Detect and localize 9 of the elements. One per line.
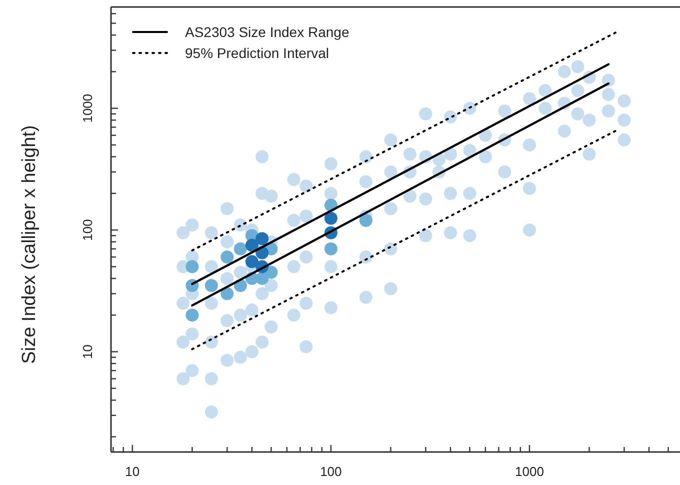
legend-label: 95% Prediction Interval <box>185 45 329 61</box>
x-tick-label: 1000 <box>515 464 544 479</box>
x-tick-label: 10 <box>125 464 140 479</box>
x-tick-label: 100 <box>320 464 342 479</box>
y-axis-title: Size Index (calliper x height) <box>19 125 40 364</box>
legend-label: AS2303 Size Index Range <box>185 24 350 40</box>
y-tick-label: 100 <box>80 219 95 241</box>
y-tick-label: 10 <box>80 344 95 359</box>
y-tick-label: 1000 <box>80 94 95 123</box>
